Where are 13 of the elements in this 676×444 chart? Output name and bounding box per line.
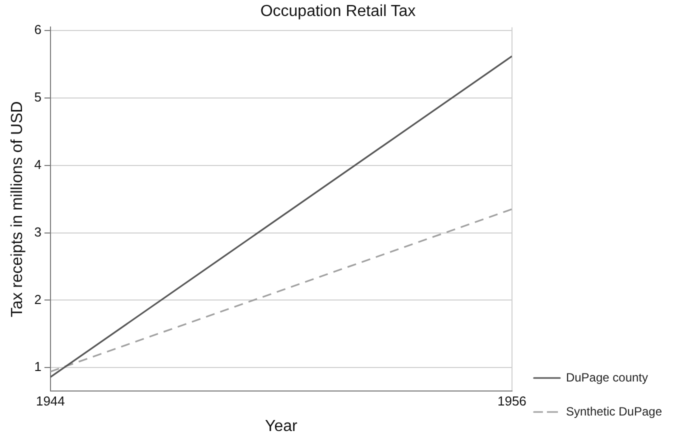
legend-label: DuPage county: [566, 370, 648, 384]
x-axis-title: Year: [265, 418, 298, 435]
chart-title: Occupation Retail Tax: [260, 3, 416, 20]
y-tick-label: 2: [34, 292, 42, 307]
y-tick-label: 4: [34, 156, 42, 172]
y-tick-label: 6: [34, 22, 42, 38]
legend-label: Synthetic DuPage: [566, 404, 662, 418]
y-axis-title: Tax receipts in millions of USD: [9, 101, 26, 318]
x-tick-label: 1944: [36, 394, 65, 409]
y-tick-label: 1: [34, 359, 42, 374]
y-tick-label: 3: [34, 224, 42, 240]
x-tick-label: 1956: [497, 394, 526, 409]
y-tick-label: 5: [34, 90, 42, 105]
